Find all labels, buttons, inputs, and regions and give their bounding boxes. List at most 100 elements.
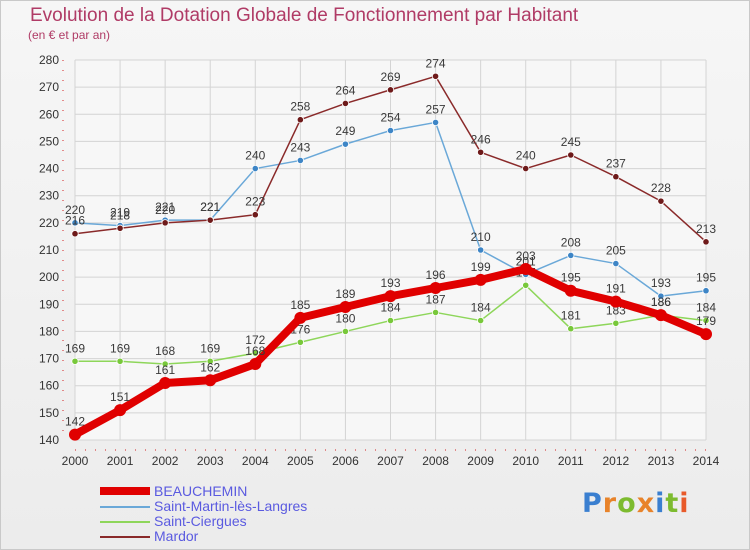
data-label-beauchemin: 191 xyxy=(606,282,626,296)
data-point-saint-martin-l-s-langres xyxy=(612,259,620,268)
data-label-saint-martin-l-s-langres: 193 xyxy=(651,276,671,290)
y-tick-label: 220 xyxy=(39,216,59,230)
data-point-mardor xyxy=(657,197,665,205)
data-point-beauchemin xyxy=(114,404,127,417)
data-label-saint-martin-l-s-langres: 240 xyxy=(245,149,265,163)
data-label-mardor: 264 xyxy=(335,83,355,97)
logo-letter: i xyxy=(655,488,666,519)
y-tick-label: 250 xyxy=(39,134,59,148)
data-point-mardor xyxy=(206,216,214,224)
x-tick-label: 2012 xyxy=(603,454,630,468)
data-label-saint-martin-l-s-langres: 201 xyxy=(516,254,536,268)
data-label-saint-martin-l-s-langres: 254 xyxy=(380,111,400,125)
x-tick-label: 2003 xyxy=(197,454,224,468)
logo-letter: o xyxy=(617,488,637,519)
data-point-saint-ciergues xyxy=(161,360,169,368)
y-tick-label: 170 xyxy=(39,352,59,366)
y-tick-label: 190 xyxy=(39,297,59,311)
data-label-beauchemin: 185 xyxy=(290,298,310,312)
data-point-saint-ciergues xyxy=(612,319,620,327)
data-point-beauchemin xyxy=(249,358,262,370)
data-point-saint-ciergues xyxy=(341,327,350,336)
data-label-beauchemin: 162 xyxy=(200,360,220,374)
data-point-saint-martin-l-s-langres xyxy=(341,140,350,148)
y-tick-label: 200 xyxy=(39,270,59,284)
data-label-saint-ciergues: 184 xyxy=(471,301,491,315)
data-label-saint-martin-l-s-langres: 210 xyxy=(471,230,491,244)
x-tick-label: 2000 xyxy=(62,454,89,468)
legend-label-beauchemin: BEAUCHEMIN xyxy=(154,483,248,499)
data-point-saint-ciergues xyxy=(296,338,304,346)
data-label-saint-ciergues: 168 xyxy=(155,344,175,358)
data-label-beauchemin: 196 xyxy=(426,268,446,282)
x-tick-label: 2011 xyxy=(558,454,584,468)
x-tick-label: 2008 xyxy=(422,454,449,468)
data-point-mardor xyxy=(161,219,169,227)
data-point-saint-ciergues xyxy=(251,349,259,357)
data-point-saint-martin-l-s-langres xyxy=(702,287,710,295)
x-tick-label: 2010 xyxy=(512,454,539,468)
data-label-saint-ciergues: 187 xyxy=(426,292,446,306)
legend-swatch-saint-martin xyxy=(100,506,150,508)
data-point-mardor xyxy=(116,224,124,232)
data-label-beauchemin: 168 xyxy=(245,344,265,358)
data-point-mardor xyxy=(702,238,710,246)
data-label-mardor: 258 xyxy=(290,100,310,114)
data-label-beauchemin: 203 xyxy=(516,249,536,263)
data-point-beauchemin xyxy=(429,282,442,294)
x-tick-label: 2001 xyxy=(107,454,134,468)
y-tick-label: 280 xyxy=(39,53,59,67)
data-point-saint-ciergues xyxy=(477,316,485,325)
data-label-saint-ciergues: 169 xyxy=(200,341,220,355)
data-point-saint-ciergues xyxy=(71,357,79,365)
data-label-saint-martin-l-s-langres: 243 xyxy=(290,140,310,154)
chart-subtitle: (en € et par an) xyxy=(28,28,111,42)
chart-title: Evolution de la Dotation Globale de Fonc… xyxy=(30,5,579,26)
data-point-saint-martin-l-s-langres xyxy=(477,246,485,254)
data-label-saint-martin-l-s-langres: 220 xyxy=(65,203,85,217)
data-point-mardor xyxy=(341,99,350,108)
proxiti-logo: Proxiti xyxy=(582,488,690,519)
y-tick-label: 150 xyxy=(39,406,59,420)
data-point-saint-martin-l-s-langres xyxy=(251,164,259,173)
data-label-beauchemin: 199 xyxy=(471,260,491,274)
data-label-beauchemin: 193 xyxy=(380,276,400,290)
legend-label-saint-martin: Saint-Martin-lès-Langres xyxy=(154,498,308,514)
x-tick-label: 2004 xyxy=(242,454,269,468)
data-label-saint-martin-l-s-langres: 249 xyxy=(335,124,355,138)
data-point-saint-ciergues xyxy=(522,281,530,289)
data-label-mardor: 216 xyxy=(65,214,85,228)
x-tick-label: 2005 xyxy=(287,454,314,468)
data-label-saint-martin-l-s-langres: 257 xyxy=(426,102,446,116)
x-tick-label: 2002 xyxy=(152,454,179,468)
y-tick-label: 260 xyxy=(39,107,59,121)
y-tick-label: 270 xyxy=(39,80,59,94)
data-label-saint-ciergues: 181 xyxy=(561,309,581,323)
data-point-beauchemin xyxy=(609,295,622,308)
data-point-saint-ciergues xyxy=(567,325,575,333)
data-label-saint-ciergues: 169 xyxy=(65,341,85,355)
data-point-mardor xyxy=(386,86,395,94)
data-label-saint-ciergues: 172 xyxy=(245,333,265,347)
data-label-saint-ciergues: 169 xyxy=(110,341,130,355)
logo-letter: r xyxy=(602,488,618,519)
data-point-saint-martin-l-s-langres xyxy=(657,292,665,300)
legend-swatch-mardor xyxy=(100,536,150,538)
data-point-beauchemin xyxy=(159,377,172,389)
data-point-beauchemin xyxy=(474,273,487,286)
data-label-mardor: 245 xyxy=(561,135,581,149)
legend-swatch-saint-ciergues xyxy=(100,521,150,523)
data-point-mardor xyxy=(296,116,304,124)
data-label-beauchemin: 189 xyxy=(335,287,355,301)
y-tick-label: 160 xyxy=(39,379,59,393)
data-point-beauchemin xyxy=(294,311,307,324)
data-label-mardor: 223 xyxy=(245,195,265,209)
legend-label-mardor: Mardor xyxy=(154,528,199,544)
data-point-mardor xyxy=(477,148,485,156)
data-point-saint-ciergues xyxy=(206,357,214,365)
y-tick-label: 140 xyxy=(39,433,59,447)
data-point-mardor xyxy=(431,72,440,80)
data-label-beauchemin: 186 xyxy=(651,295,671,309)
data-point-mardor xyxy=(251,211,259,219)
